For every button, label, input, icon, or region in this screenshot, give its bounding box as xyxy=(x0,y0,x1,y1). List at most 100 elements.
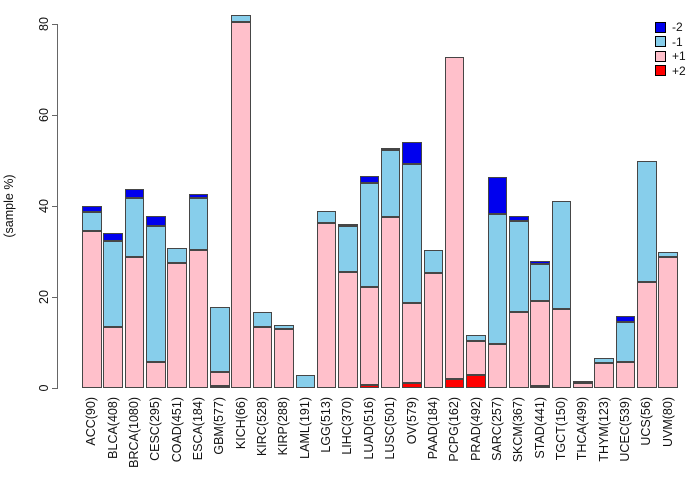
x-axis-label: LAML(191) xyxy=(297,397,312,459)
bar-segment-prad xyxy=(466,335,486,341)
bar-segment-prad xyxy=(466,340,486,375)
x-axis-label: COAD(451) xyxy=(169,397,184,463)
bar-segment-lgg xyxy=(316,210,337,223)
legend-row-plus2: +2 xyxy=(655,64,686,79)
legend-label-plus1: +1 xyxy=(672,49,686,64)
bar-segment-skcm xyxy=(509,216,529,221)
x-axis-label: UCEC(539) xyxy=(618,397,632,462)
bar-segment-ucs xyxy=(637,282,657,388)
bar-segment-luad xyxy=(359,286,380,386)
bar-segment-tgct xyxy=(551,200,572,309)
bar-segment-thca xyxy=(573,383,593,388)
legend-row-plus1: +1 xyxy=(655,49,686,64)
bar-segment-lusc xyxy=(380,150,401,217)
x-axis-label: BLCA(408) xyxy=(105,397,120,459)
x-axis-label: OV(579) xyxy=(404,397,419,445)
legend-swatch-minus1-icon xyxy=(655,36,666,48)
x-axis-label: TGCT(150) xyxy=(553,397,568,461)
bar-segment-uvm xyxy=(658,256,678,388)
y-tick-mark xyxy=(52,387,58,389)
bar-segment-sarc xyxy=(487,177,508,215)
y-tick-label: 40 xyxy=(37,199,51,213)
bar-segment-laml xyxy=(295,374,315,388)
x-axis-label: KIRC(528) xyxy=(255,397,270,457)
x-axis-label: SARC(257) xyxy=(489,397,504,461)
bar-segment-lusc xyxy=(380,148,401,151)
bar-segment-ucec xyxy=(615,321,636,362)
legend-swatch-plus2-icon xyxy=(655,65,666,77)
legend: -2 -1 +1 +2 xyxy=(655,20,686,78)
legend-label-plus2: +2 xyxy=(672,63,686,78)
bar-segment-ucec xyxy=(615,361,636,388)
x-axis-label: STAD(441) xyxy=(532,397,547,459)
bar-segment-ucs xyxy=(637,160,657,283)
bar-segment-lihc xyxy=(338,223,358,227)
x-axis-label: LUAD(516) xyxy=(361,397,376,460)
x-axis-label: BRCA(1080) xyxy=(126,397,141,468)
bar-segment-kirp xyxy=(274,324,294,329)
bar-segment-gbm xyxy=(210,307,230,373)
bar-segment-blca xyxy=(103,232,123,242)
bar-segment-blca xyxy=(103,241,123,328)
bar-segment-lihc xyxy=(338,271,358,388)
bar-segment-cesc xyxy=(146,216,166,226)
legend-swatch-minus2-icon xyxy=(655,21,666,33)
bar-segment-lihc xyxy=(338,226,358,272)
x-axis-label: ESCA(184) xyxy=(191,397,205,461)
x-axis-label: KICH(66) xyxy=(233,397,248,450)
x-axis-label: LUSC(501) xyxy=(383,397,398,460)
x-axis-label: SKCM(367) xyxy=(511,397,526,463)
bar-segment-thca xyxy=(573,380,593,384)
bar-segment-brca xyxy=(124,197,145,257)
bar-segment-blca xyxy=(103,327,123,388)
bar-segment-lusc xyxy=(380,216,401,388)
bar-segment-acc xyxy=(82,231,102,388)
bar-segment-sarc xyxy=(487,214,508,344)
x-axis-label: PCPG(162) xyxy=(447,397,462,462)
bar-segment-pcpg xyxy=(444,57,465,379)
bar-segment-cesc xyxy=(146,361,166,388)
bar-segment-ov xyxy=(402,141,422,165)
bar-segment-esca xyxy=(188,197,209,250)
bar-segment-stad xyxy=(530,260,550,265)
bar-segment-stad xyxy=(530,300,550,387)
bar-segment-stad xyxy=(530,386,550,389)
y-tick-mark xyxy=(52,23,58,25)
x-axis-label: PAAD(184) xyxy=(425,397,440,460)
x-axis-label: CESC(295) xyxy=(148,397,163,461)
x-axis-label: LIHC(370) xyxy=(340,397,355,455)
legend-row-minus1: -1 xyxy=(655,35,686,50)
bar-segment-acc xyxy=(82,205,102,212)
legend-row-minus2: -2 xyxy=(655,20,686,35)
legend-label-minus2: -2 xyxy=(672,20,683,35)
bar-segment-esca xyxy=(188,249,209,388)
bar-segment-kich xyxy=(231,15,251,23)
bar-segment-thym xyxy=(594,357,614,363)
bar-segment-lgg xyxy=(316,222,337,388)
bar-segment-tgct xyxy=(551,308,572,388)
y-axis-title: (sample %) xyxy=(2,174,16,238)
x-axis-label: PRAD(492) xyxy=(468,397,483,461)
x-axis-label: GBM(577) xyxy=(212,397,227,455)
x-axis-label: THYM(123) xyxy=(596,397,611,462)
y-tick-mark xyxy=(52,205,58,207)
bar-segment-kirc xyxy=(252,327,273,388)
bar-segment-kirp xyxy=(274,328,294,388)
bar-segment-luad xyxy=(359,182,380,287)
bar-segment-coad xyxy=(167,262,187,388)
bar-segment-kirc xyxy=(252,311,273,328)
bar-segment-paad xyxy=(423,249,444,273)
bar-segment-ov xyxy=(402,302,422,383)
bar-segment-gbm xyxy=(210,372,230,386)
x-axis-label: ACC(90) xyxy=(84,397,99,446)
bar-segment-pcpg xyxy=(444,378,465,388)
bar-segment-kich xyxy=(231,22,251,388)
bar-segment-thym xyxy=(594,362,614,388)
bar-segment-luad xyxy=(359,175,380,183)
bar-segment-prad xyxy=(466,374,486,388)
y-tick-label: 80 xyxy=(37,17,51,31)
bar-segment-uvm xyxy=(658,251,678,257)
legend-label-minus1: -1 xyxy=(672,34,683,49)
bar-segment-coad xyxy=(167,247,187,263)
bar-segment-acc xyxy=(82,211,102,232)
